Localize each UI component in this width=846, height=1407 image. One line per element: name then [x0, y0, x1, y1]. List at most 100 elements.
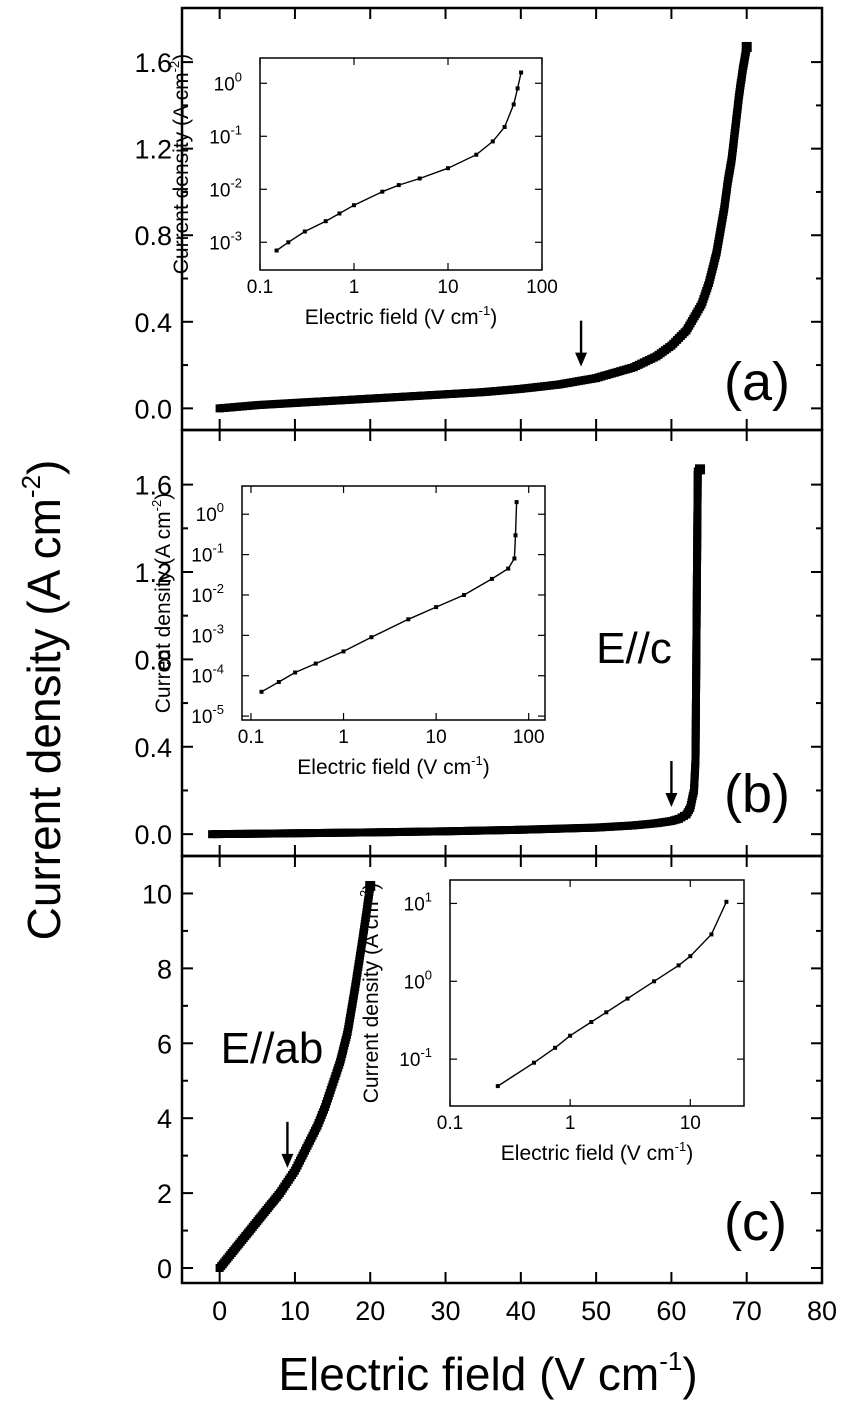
inset-data-point — [652, 979, 657, 984]
inset-x-axis-title: Electric field (V cm-1) — [501, 1139, 693, 1165]
panel-label: (c) — [724, 1192, 787, 1252]
x-tick-label: 40 — [506, 1296, 536, 1326]
inset-data-point — [302, 229, 307, 234]
inset-data-point — [515, 86, 520, 91]
inset-x-tick-label: 10 — [680, 1113, 701, 1134]
data-point — [741, 41, 752, 52]
inset-data-point — [276, 680, 281, 684]
inset-data-point — [434, 605, 439, 610]
y-tick-label: 0.0 — [134, 394, 172, 424]
inset-data-point — [553, 1045, 558, 1050]
inset-y-tick-label: 100 — [404, 967, 432, 993]
inset-x-tick-label: 1 — [349, 277, 360, 298]
inset-y-axis-title: Current density (A cm-2) — [167, 54, 193, 274]
inset-data-point — [417, 176, 422, 181]
panel-label: (a) — [724, 352, 790, 412]
panel-label: (b) — [724, 764, 790, 824]
inset-data-point — [512, 556, 517, 561]
inset-x-tick-label: 100 — [513, 727, 545, 748]
inset-data-point — [341, 649, 346, 654]
inset-y-tick-label: 101 — [404, 889, 432, 915]
inset-series-line — [497, 901, 728, 1087]
inset-y-tick-label: 10-4 — [191, 662, 224, 688]
inset-data-point — [604, 1010, 609, 1015]
inset-data-point — [519, 70, 524, 75]
inset-data-point — [313, 661, 318, 666]
panels: 0.00.40.81.21.6(a)0.1 1 10 10010010-110-210… — [134, 6, 824, 1285]
inset-data-point — [474, 152, 479, 157]
arrow-annotation — [281, 1121, 294, 1168]
inset-y-axis-title: Current density (A cm-2) — [357, 883, 383, 1103]
inset-data-point — [625, 996, 630, 1001]
inset-data-point — [352, 203, 356, 208]
inset-y-axis-title: Current density (A cm-2) — [149, 493, 175, 713]
inset-y-tick-label: 100 — [214, 69, 242, 95]
inset-y-tick-label: 10-2 — [209, 175, 242, 201]
inset-y-tick-label: 10-1 — [191, 541, 224, 567]
y-tick-label: 1.6 — [134, 48, 172, 78]
inset-x-tick-label: 0.1 — [437, 1113, 463, 1134]
y-tick-label: 0 — [157, 1254, 172, 1284]
inset-data-point — [406, 617, 411, 622]
inset-data-point — [709, 932, 714, 937]
inset-x-tick-label: 1 — [565, 1113, 576, 1134]
inset-y-tick-label: 10-5 — [191, 702, 224, 728]
inset-data-point — [513, 533, 518, 538]
inset-data-point — [568, 1033, 573, 1038]
inset-y-tick-label: 100 — [196, 500, 224, 526]
inset-data-point — [446, 166, 450, 171]
inset-data-point — [396, 183, 401, 188]
inset-data-point — [532, 1060, 536, 1065]
x-tick-label: 30 — [431, 1296, 461, 1326]
x-axis-title: Electric field (V cm-1) — [278, 1346, 697, 1400]
inset-data-point — [293, 670, 298, 675]
arrow-annotation — [575, 320, 588, 367]
data-point — [695, 464, 706, 475]
y-tick-label: 0.4 — [134, 308, 172, 338]
inset-y-tick-label: 10-2 — [191, 581, 224, 607]
inset-x-axis-title: Electric field (V cm-1) — [305, 303, 497, 329]
x-tick-labels: 0 10 20 30 40 50 60 70 80 — [212, 1296, 837, 1326]
y-tick-label: 0.4 — [134, 733, 172, 763]
panel-b: 0.0 0.4 0.8 1.2 1.6 (b) E//c 0.1 1 10 100 100 10-1 10… — [134, 428, 824, 858]
inset-x-tick-label: 0.1 — [238, 727, 264, 748]
inset-data-point — [323, 219, 328, 224]
x-tick-label: 80 — [807, 1296, 837, 1326]
inset-c: 0.1 1 10 101 100 10-1 Electric field (V cm-1) C… — [357, 879, 745, 1165]
x-tick-label: 10 — [280, 1296, 310, 1326]
orientation-label: E//ab — [221, 1024, 324, 1073]
inset-b: 0.1 1 10 100 100 10-1 10-2 10-3 10-4 10-5 Electric… — [149, 485, 546, 779]
inset-data-point — [511, 102, 516, 107]
x-tick-label: 50 — [581, 1296, 611, 1326]
inset-data-point — [259, 689, 264, 694]
y-tick-label: 1.2 — [134, 558, 172, 588]
inset-frame — [259, 57, 543, 271]
inset-data-point — [676, 963, 681, 968]
series-line — [219, 885, 371, 1269]
inset-data-point — [688, 954, 693, 959]
inset-data-point — [514, 500, 519, 505]
x-tick-label: 60 — [656, 1296, 686, 1326]
orientation-label: E//c — [596, 624, 672, 673]
inset-x-tick-label: 0.1 — [247, 277, 273, 298]
inset-data-point — [506, 566, 511, 571]
y-tick-label: 0.0 — [134, 820, 172, 850]
y-tick-label: 1.6 — [134, 471, 172, 501]
y-tick-label: 4 — [157, 1104, 172, 1134]
inset-y-tick-label: 10-1 — [399, 1045, 432, 1071]
panel-c: 0 2 4 6 8 10 (c) E//ab 0.1 1 10 101 100 10-1 Electric … — [142, 854, 824, 1285]
y-tick-label: 6 — [157, 1029, 172, 1059]
arrow-annotation — [665, 761, 678, 808]
inset-data-point — [489, 576, 494, 581]
inset-data-point — [495, 1084, 500, 1089]
inset-data-point — [369, 635, 374, 640]
x-tick-label: 0 — [212, 1296, 227, 1326]
y-tick-label: 0.8 — [134, 221, 172, 251]
inset-series-line — [276, 72, 522, 252]
inset-x-tick-label: 1 — [338, 727, 349, 748]
inset-x-tick-label: 100 — [526, 277, 558, 298]
inset-data-point — [589, 1020, 594, 1024]
inset-data-point — [380, 189, 385, 194]
panel-a: 0.0 0.4 0.8 1.2 1.6 (a) 0.1 1 10 100 100 10-1 10-2 10… — [134, 6, 824, 432]
